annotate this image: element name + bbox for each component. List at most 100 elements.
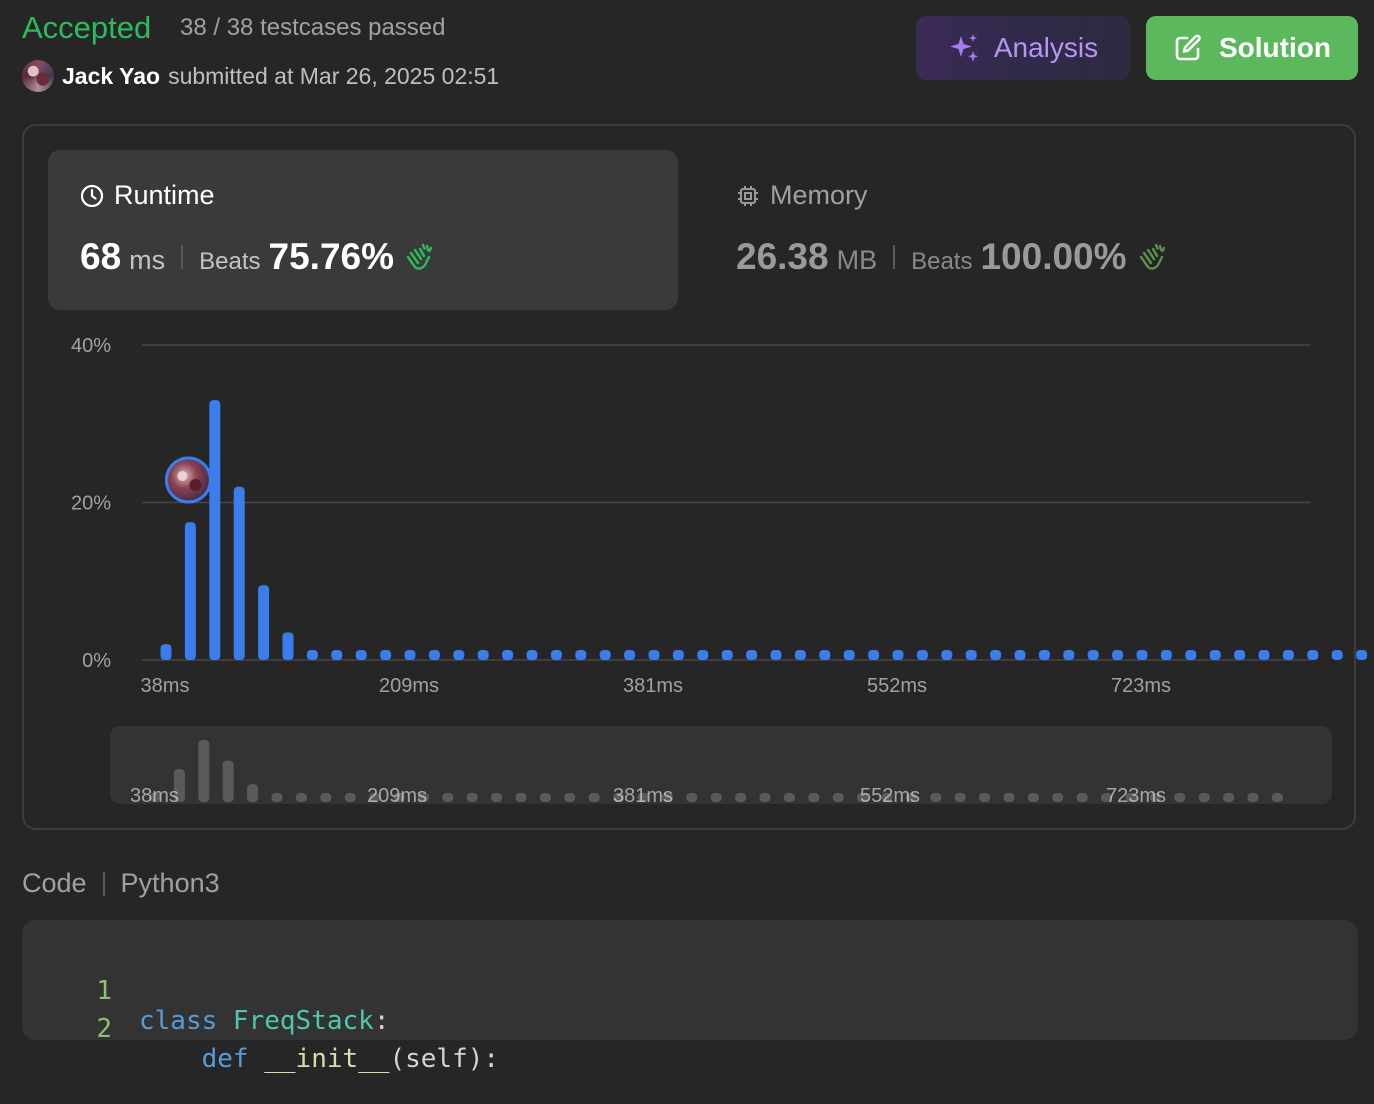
range-selector[interactable]	[110, 726, 1332, 804]
mini-bar	[295, 793, 307, 802]
mini-bar	[735, 793, 747, 802]
code-block[interactable]: 1 class FreqStack: 2 def __init__(self):	[22, 920, 1358, 1074]
your-submission-avatar[interactable]	[164, 456, 212, 504]
histogram-bar[interactable]	[1014, 650, 1026, 660]
divider	[181, 245, 184, 269]
histogram-bar[interactable]	[355, 650, 367, 660]
mini-tick-label: 209ms	[367, 785, 427, 807]
histogram-bar[interactable]	[843, 650, 855, 660]
histogram-bar[interactable]	[258, 585, 270, 660]
histogram-bar[interactable]	[965, 650, 977, 660]
mini-bar	[1271, 793, 1283, 802]
mini-bar	[1247, 793, 1259, 802]
divider	[893, 245, 896, 269]
x-tick-label: 381ms	[623, 675, 683, 697]
runtime-title: Runtime	[80, 180, 215, 211]
histogram-bar[interactable]	[502, 650, 514, 660]
histogram-bar[interactable]	[599, 650, 611, 660]
histogram-bar[interactable]	[648, 650, 660, 660]
divider	[102, 871, 105, 896]
mini-bar	[417, 793, 429, 802]
submission-info: Jack Yao submitted at Mar 26, 2025 02:51	[22, 60, 499, 92]
mini-bar	[1174, 793, 1186, 802]
memory-card[interactable]: Memory 26.38 MB Beats 100.00%	[704, 150, 1334, 310]
mini-tick-label: 38ms	[130, 785, 179, 807]
histogram-bar[interactable]	[380, 650, 392, 660]
histogram-bar[interactable]	[575, 650, 587, 660]
histogram-bar[interactable]	[916, 650, 928, 660]
runtime-distribution-chart[interactable]: 40% 20% 0% 38ms 209ms 381ms 552ms 723ms 38ms 20…	[0, 0, 1374, 820]
histogram-bar[interactable]	[550, 650, 562, 660]
mini-bar	[271, 793, 283, 802]
histogram-bar[interactable]	[477, 650, 489, 660]
clock-icon	[80, 184, 104, 207]
histogram-bar[interactable]	[721, 650, 733, 660]
histogram-bar[interactable]	[233, 486, 245, 660]
histogram-bar[interactable]	[794, 650, 806, 660]
histogram-bar[interactable]	[331, 650, 343, 660]
histogram-bar[interactable]	[1112, 650, 1124, 660]
clap-icon	[406, 243, 433, 270]
mini-bar	[149, 793, 161, 802]
histogram-bar[interactable]	[209, 400, 221, 660]
histogram-bar[interactable]	[1185, 650, 1197, 660]
code-label: Code	[22, 868, 87, 898]
mini-bar	[930, 793, 942, 802]
histogram-bar[interactable]	[526, 650, 538, 660]
histogram-bar[interactable]	[184, 522, 196, 660]
sparkle-icon	[949, 34, 978, 62]
histogram-bar[interactable]	[941, 650, 953, 660]
histogram-bar[interactable]	[282, 632, 294, 660]
histogram-bar[interactable]	[770, 650, 782, 660]
histogram-bar[interactable]	[672, 650, 684, 660]
mini-bar	[1052, 793, 1064, 802]
mini-bar	[881, 793, 893, 802]
histogram-bar[interactable]	[160, 644, 172, 660]
mini-bar	[1149, 793, 1161, 802]
histogram-bar[interactable]	[404, 650, 416, 660]
user-name[interactable]: Jack Yao	[62, 62, 161, 89]
mini-bar	[564, 793, 576, 802]
histogram-bar[interactable]	[1331, 650, 1343, 660]
histogram-bar[interactable]	[1136, 650, 1148, 660]
histogram-bar[interactable]	[868, 650, 880, 660]
runtime-beats-value: 75.76%	[268, 236, 395, 277]
runtime-unit: ms	[129, 245, 166, 275]
analysis-button[interactable]: Analysis	[916, 16, 1130, 80]
histogram-bar[interactable]	[1160, 650, 1172, 660]
mini-bar	[857, 793, 869, 802]
mini-bar	[686, 793, 698, 802]
x-tick-label: 723ms	[1111, 675, 1171, 697]
histogram-bar[interactable]	[1063, 650, 1075, 660]
runtime-card[interactable]: Runtime 68 ms Beats 75.76%	[48, 150, 678, 310]
memory-value: 26.38	[736, 236, 829, 277]
histogram-bar[interactable]	[1234, 650, 1246, 660]
histogram-bar[interactable]	[428, 650, 440, 660]
histogram-bar[interactable]	[990, 650, 1002, 660]
submitted-at: submitted at Mar 26, 2025 02:51	[168, 62, 500, 89]
histogram-bar[interactable]	[1258, 650, 1270, 660]
mini-bar	[344, 793, 356, 802]
chip-icon	[738, 185, 758, 206]
histogram-bar[interactable]	[697, 650, 709, 660]
histogram-bar[interactable]	[1307, 650, 1319, 660]
memory-beats-label: Beats	[911, 248, 973, 275]
histogram-bar[interactable]	[1038, 650, 1050, 660]
mini-bar	[539, 793, 551, 802]
histogram-bar[interactable]	[1209, 650, 1221, 660]
histogram-bar[interactable]	[1087, 650, 1099, 660]
histogram-bar[interactable]	[746, 650, 758, 660]
avatar[interactable]	[22, 60, 54, 92]
histogram-bar[interactable]	[453, 650, 465, 660]
histogram-bar[interactable]	[1282, 650, 1294, 660]
mini-bar	[515, 793, 527, 802]
histogram-bar[interactable]	[624, 650, 636, 660]
mini-bar	[637, 793, 649, 802]
histogram-bar[interactable]	[306, 650, 318, 660]
mini-bar	[393, 793, 405, 802]
histogram-bar[interactable]	[1356, 650, 1368, 660]
solution-button[interactable]: Solution	[1146, 16, 1358, 80]
memory-unit: MB	[836, 245, 878, 275]
histogram-bar[interactable]	[892, 650, 904, 660]
histogram-bar[interactable]	[819, 650, 831, 660]
